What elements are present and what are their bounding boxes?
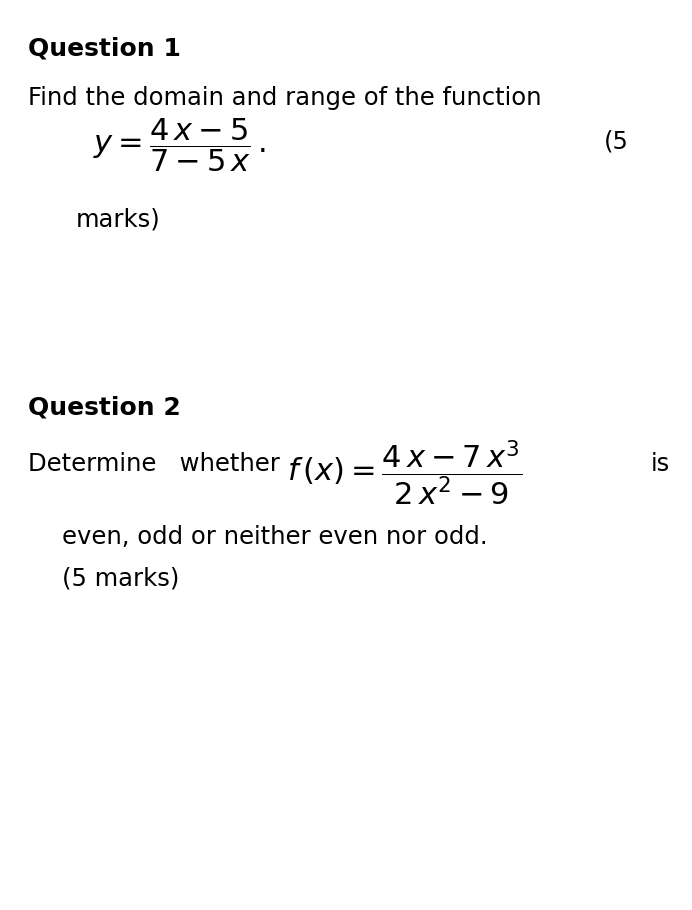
Text: even, odd or neither even nor odd.: even, odd or neither even nor odd. [62,525,488,549]
Text: is: is [650,452,670,476]
Text: (5 marks): (5 marks) [62,566,180,590]
Text: $y = \dfrac{4\,x - 5}{7 - 5\,x}\,.$: $y = \dfrac{4\,x - 5}{7 - 5\,x}\,.$ [93,116,266,175]
Text: marks): marks) [76,207,161,231]
Text: $f\,(x)= \dfrac{4\,x - 7\,x^{3}}{2\,x^{2} - 9}$: $f\,(x)= \dfrac{4\,x - 7\,x^{3}}{2\,x^{2… [287,439,522,508]
Text: (5: (5 [603,129,628,153]
Text: Question 1: Question 1 [28,36,181,60]
Text: Question 2: Question 2 [28,396,181,420]
Text: Find the domain and range of the function: Find the domain and range of the functio… [28,86,541,110]
Text: Determine   whether: Determine whether [28,452,280,476]
